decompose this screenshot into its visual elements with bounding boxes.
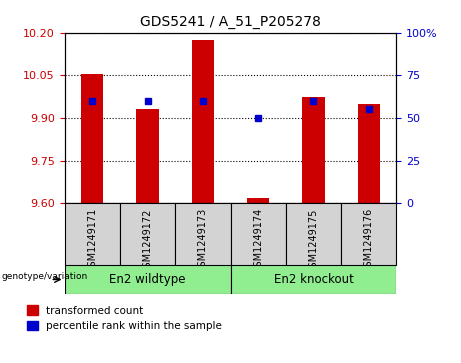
Bar: [192, 40, 214, 203]
Text: GSM1249175: GSM1249175: [308, 208, 319, 274]
Bar: [230, 265, 396, 294]
Text: En2 wildtype: En2 wildtype: [109, 273, 186, 286]
Bar: [247, 197, 269, 203]
Text: GSM1249172: GSM1249172: [142, 208, 153, 274]
Bar: [286, 203, 341, 265]
Title: GDS5241 / A_51_P205278: GDS5241 / A_51_P205278: [140, 15, 321, 29]
Text: En2 knockout: En2 knockout: [273, 273, 354, 286]
Text: GSM1249173: GSM1249173: [198, 208, 208, 273]
Bar: [136, 110, 159, 203]
Bar: [65, 265, 230, 294]
Bar: [341, 203, 396, 265]
Text: genotype/variation: genotype/variation: [1, 272, 88, 281]
Text: GSM1249176: GSM1249176: [364, 208, 374, 273]
Bar: [358, 104, 380, 203]
Text: GSM1249171: GSM1249171: [87, 208, 97, 273]
Bar: [65, 203, 120, 265]
Text: GSM1249174: GSM1249174: [253, 208, 263, 273]
Bar: [81, 74, 103, 203]
Bar: [302, 97, 325, 203]
Legend: transformed count, percentile rank within the sample: transformed count, percentile rank withi…: [23, 301, 226, 335]
Bar: [230, 203, 286, 265]
Bar: [120, 203, 175, 265]
Bar: [175, 203, 230, 265]
